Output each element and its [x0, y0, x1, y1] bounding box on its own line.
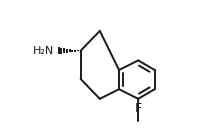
- Text: F: F: [134, 102, 141, 115]
- Text: H₂N: H₂N: [32, 46, 54, 56]
